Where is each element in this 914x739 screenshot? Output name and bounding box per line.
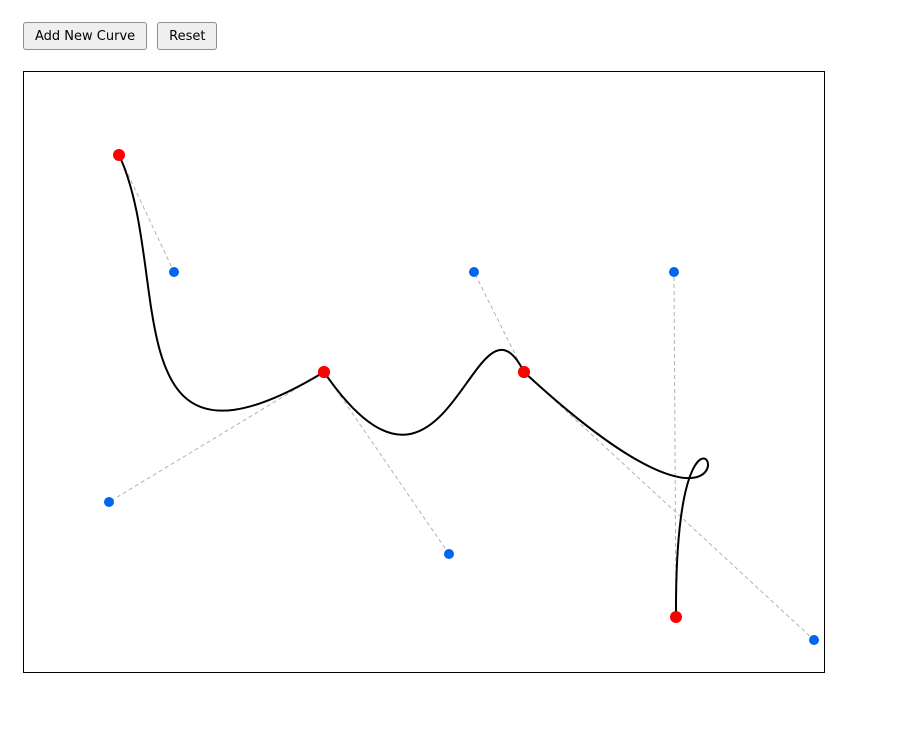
anchor-point[interactable] <box>518 366 530 378</box>
add-new-curve-button[interactable]: Add New Curve <box>23 22 148 50</box>
guide-line <box>118 154 175 273</box>
anchor-point[interactable] <box>113 149 125 161</box>
control-handle[interactable] <box>469 267 479 277</box>
control-handle[interactable] <box>809 635 819 645</box>
bezier-curve <box>118 154 325 412</box>
guide-line <box>523 371 815 641</box>
bezier-curve <box>323 348 525 436</box>
guide-line <box>323 371 450 555</box>
bezier-canvas[interactable] <box>23 71 825 673</box>
toolbar: Add New Curve Reset <box>23 22 218 50</box>
control-handle[interactable] <box>104 497 114 507</box>
control-handle[interactable] <box>669 267 679 277</box>
control-handle[interactable] <box>169 267 179 277</box>
bezier-canvas-svg[interactable] <box>24 72 824 672</box>
guide-line <box>473 271 525 373</box>
guide-line <box>108 371 325 503</box>
guide-line <box>673 271 677 618</box>
anchor-point[interactable] <box>670 611 682 623</box>
bezier-curve <box>523 371 709 618</box>
anchor-point[interactable] <box>318 366 330 378</box>
control-handle[interactable] <box>444 549 454 559</box>
reset-button[interactable]: Reset <box>157 22 218 50</box>
